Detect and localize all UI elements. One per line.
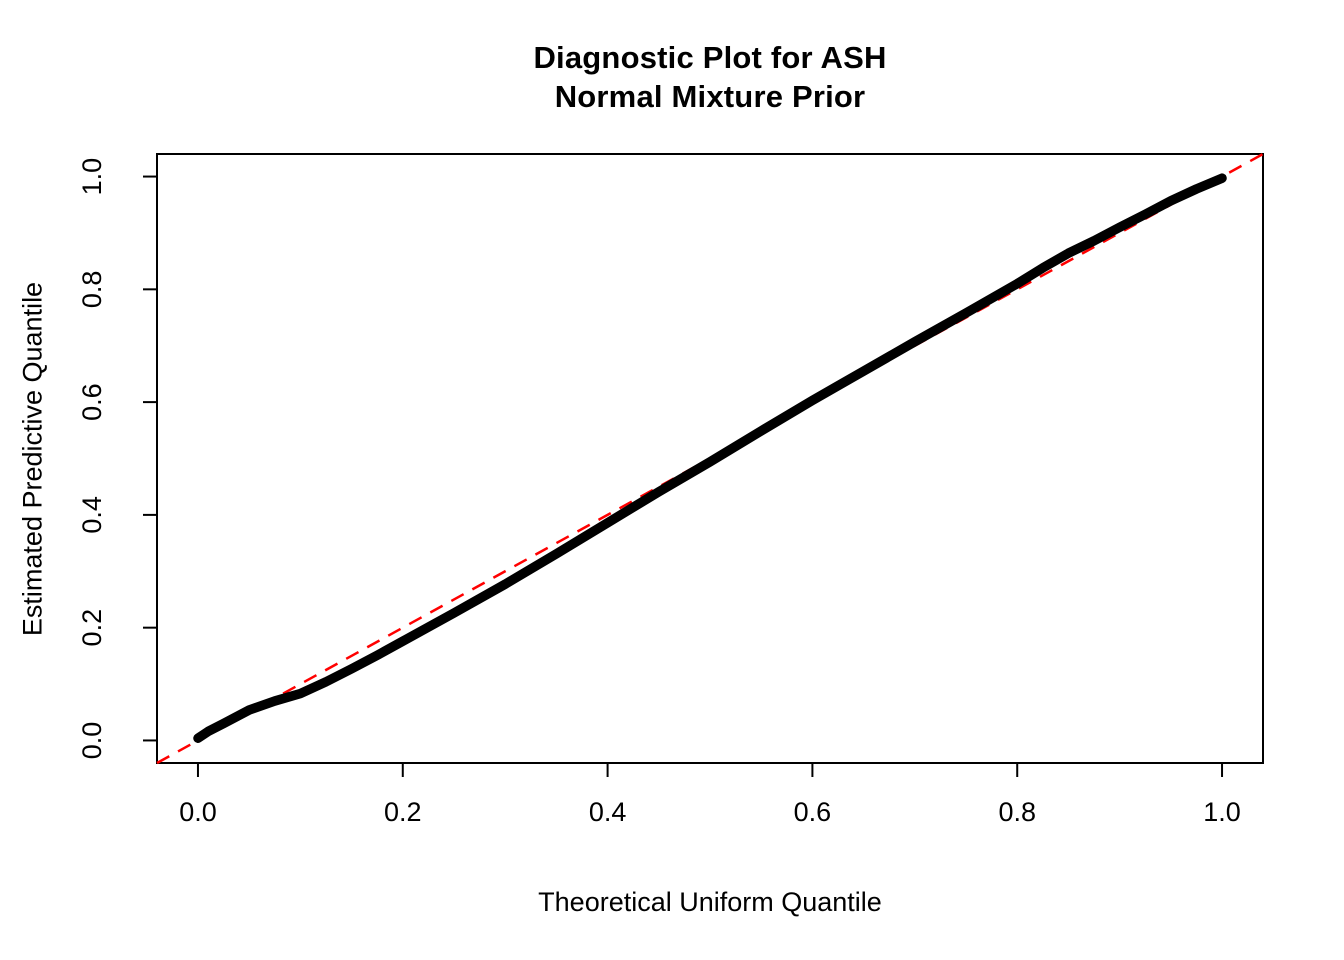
chart-title-line1: Diagnostic Plot for ASH	[533, 40, 887, 75]
y-tick-label: 0.6	[77, 383, 107, 421]
y-tick-label: 0.8	[77, 271, 107, 309]
plot-box	[156, 153, 1264, 764]
chart-title: Diagnostic Plot for ASH Normal Mixture P…	[157, 38, 1263, 116]
x-tick-label: 0.4	[589, 797, 627, 827]
x-tick-label: 1.0	[1203, 797, 1241, 827]
x-axis-ticks: 0.0 0.2 0.4 0.6 0.8 1.0	[179, 763, 1241, 827]
x-tick-label: 0.6	[794, 797, 832, 827]
x-tick-label: 0.0	[179, 797, 217, 827]
x-tick-label: 0.2	[384, 797, 422, 827]
y-tick-label: 0.0	[77, 722, 107, 760]
y-tick-label: 0.2	[77, 609, 107, 647]
chart-title-line2: Normal Mixture Prior	[554, 79, 866, 114]
y-tick-label: 0.4	[77, 496, 107, 534]
x-axis-title: Theoretical Uniform Quantile	[538, 887, 882, 917]
x-tick-label: 0.8	[998, 797, 1036, 827]
y-axis-ticks: 0.0 0.2 0.4 0.6 0.8 1.0	[77, 158, 157, 759]
y-tick-label: 1.0	[77, 158, 107, 196]
y-axis-title: Estimated Predictive Quantile	[17, 281, 48, 637]
qq-curve	[193, 173, 1227, 743]
